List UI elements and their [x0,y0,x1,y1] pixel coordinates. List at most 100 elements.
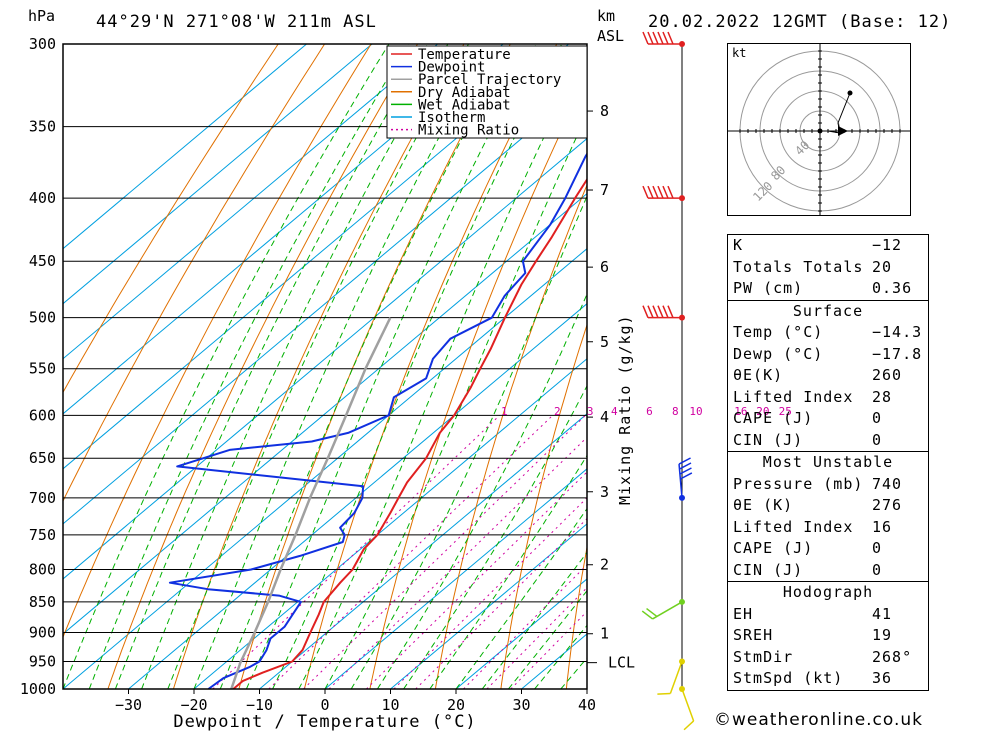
x-tick-label: −10 [246,696,273,714]
legend-label: Isotherm [418,110,485,126]
wet-adiabat-line [455,507,587,689]
isotherm-line [128,303,587,689]
index-row: Dewp (°C) −17.8 [728,344,928,366]
index-label: Pressure (mb) [733,474,864,493]
wind-barb [642,305,685,321]
index-value: −12 [872,236,903,254]
wet-adiabat-line [141,44,449,689]
index-value: −17.8 [872,344,923,363]
km-tick-label: 7 [600,181,609,199]
km-tick-label: 1 [600,625,609,643]
credit-text: ©weatheronline.co.uk [714,710,924,730]
index-row: Temp (°C) −14.3 [728,322,928,344]
wind-barb [642,31,685,47]
index-label: StmSpd (kt) [733,669,844,687]
isotherm-line [63,44,569,470]
index-value: 260 [872,366,903,384]
hodograph-origin-point [817,128,823,134]
index-label: θE (K) [733,496,794,514]
isotherm-line [455,578,587,689]
index-value: 41 [872,604,893,623]
x-tick-label: 40 [578,696,596,714]
index-row: StmSpd (kt) 36 [728,668,928,690]
hodograph-header: Hodograph [782,583,874,601]
storm-motion-arrow [838,126,848,136]
index-value: 0 [872,539,883,557]
wet-adiabat-line [429,454,587,689]
isotherm-line [259,413,587,689]
index-row: CAPE (J) 0 [728,408,928,430]
mixing-ratio-label: 4 [611,405,618,418]
index-value: 0 [872,560,883,579]
wet-adiabat-line [114,44,429,689]
index-row: EH 41 [728,604,928,626]
mixing-ratio-label: 16 [734,405,747,418]
asl-unit-label: ASL [597,27,625,45]
isotherm-line [63,82,587,525]
index-label: Temp (°C) [733,323,824,341]
index-row: K −12 [728,235,928,257]
pressure-tick-label: 700 [29,489,56,507]
isotherm-line [63,44,504,415]
isotherm-line [63,137,587,580]
wet-adiabat-line [481,551,587,689]
pressure-tick-label: 300 [29,35,56,53]
hodograph-ring-label: 120 [750,179,775,204]
legend-label: Dry Adiabat [418,85,511,101]
index-row: PW (cm) 0.36 [728,278,928,300]
wet-adiabat-line [508,589,587,689]
legend-label: Mixing Ratio [418,123,519,139]
km-unit-label: km [597,7,616,25]
hodograph-top-point [847,90,853,96]
temperature-curve [232,177,587,689]
mixing-ratio-label: 6 [646,405,653,418]
datetime-title: 20.02.2022 12GMT (Base: 12) [648,12,952,32]
dry-adiabat-line [565,544,587,689]
wind-barb [642,185,685,202]
km-tick-label: 5 [600,333,609,351]
index-row: Pressure (mb) 740 [728,474,928,496]
index-label: CIN (J) [733,560,804,579]
index-label: CIN (J) [733,430,804,449]
x-tick-label: 30 [512,696,530,714]
mixing-ratio-line [268,414,554,689]
dry-adiabat-line [172,44,465,689]
index-label: CAPE (J) [733,539,814,557]
lcl-label: LCL [608,654,635,672]
index-value: 0 [872,430,883,449]
pressure-tick-label: 500 [29,309,56,327]
mixing-ratio-label: 2 [554,405,561,418]
index-label: StmDir [733,647,794,666]
x-tick-label: 10 [381,696,399,714]
legend-label: Wet Adiabat [418,97,511,113]
mixing-ratio-label: 25 [779,405,792,418]
mixing-ratio-labels: 1 2 3 4 6 8 10 16 20 25 [501,405,792,418]
pressure-tick-label: 950 [29,653,56,671]
mixing-ratio-axis-title: Mixing Ratio (g/kg) [616,314,634,505]
index-label: PW (cm) [733,279,804,297]
most-unstable-header: Most Unstable [762,453,894,471]
mixing-ratio-line [303,414,586,689]
x-tick-label: 20 [447,696,465,714]
km-tick-label: 2 [600,556,609,574]
index-value: 740 [872,474,903,493]
index-label: Lifted Index [733,517,854,536]
wet-adiabat-line [324,113,587,689]
index-row: Lifted Index 28 [728,387,928,409]
index-value: −14.3 [872,323,923,341]
isotherm-line [193,358,587,689]
km-tick-label: 3 [600,483,609,501]
pressure-tick-label: 800 [29,560,56,578]
legend-label: Temperature [418,47,511,63]
isotherm-line [63,44,438,360]
wet-adiabat-line [376,292,587,689]
pressure-unit-label: hPa [28,7,56,25]
x-axis-title: Dewpoint / Temperature (°C) [173,712,476,732]
index-label: Totals Totals [733,257,864,276]
index-label: SREH [733,626,774,644]
wet-adiabat-line [167,44,469,689]
wet-adiabat-line [219,44,513,689]
index-value: 0.36 [872,279,913,297]
isotherm-line [324,468,587,689]
